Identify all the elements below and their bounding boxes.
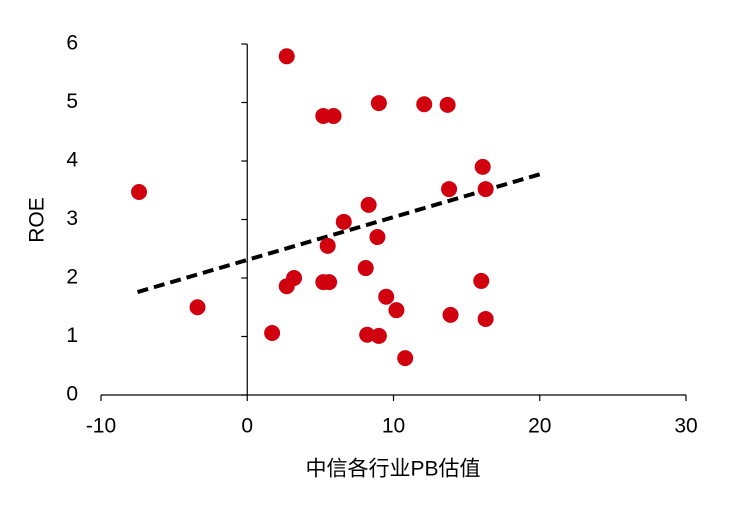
y-tick-label: 1 (66, 324, 78, 347)
point (442, 306, 459, 323)
point (264, 324, 281, 341)
point (360, 196, 377, 213)
y-tick-label: 6 (66, 32, 78, 55)
x-tick-label: -10 (86, 415, 116, 438)
point (378, 288, 395, 305)
y-axis-label: ROE (26, 197, 49, 243)
y-tick-label: 3 (66, 207, 78, 230)
y-tick-label: 2 (66, 266, 78, 289)
point (131, 184, 148, 201)
y-tick-label: 5 (66, 90, 78, 113)
x-tick-label: 10 (382, 415, 405, 438)
point (473, 272, 490, 289)
point (286, 270, 303, 286)
point (319, 237, 336, 254)
point (189, 299, 206, 316)
point (477, 310, 494, 327)
point (335, 213, 352, 230)
x-tick-label: 0 (241, 415, 253, 438)
y-tick-label: 4 (66, 149, 78, 172)
trend-line (137, 171, 542, 294)
point (439, 96, 456, 113)
x-axis-label: 中信各行业PB估值 (305, 458, 480, 481)
point (357, 260, 374, 277)
point (388, 302, 405, 319)
point (474, 158, 491, 175)
point (397, 350, 414, 367)
point (416, 96, 433, 113)
point (321, 274, 338, 291)
point (370, 327, 387, 344)
point (369, 229, 386, 246)
y-tick-label: 0 (66, 383, 78, 406)
point (477, 181, 494, 198)
point (370, 95, 387, 112)
x-tick-label: 20 (528, 415, 551, 438)
x-tick-label: 30 (674, 415, 697, 438)
point (441, 181, 458, 198)
point (359, 326, 376, 343)
point (325, 107, 342, 124)
point (278, 48, 295, 65)
